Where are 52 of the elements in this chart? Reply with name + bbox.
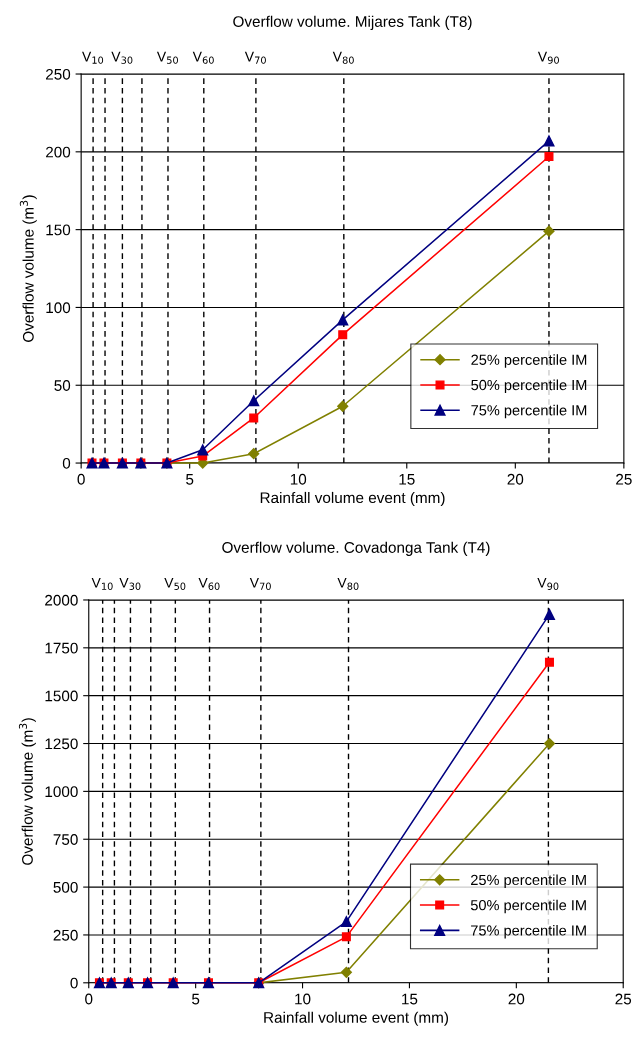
y-tick-label: 100 bbox=[46, 302, 71, 314]
x-tick-label: 0 bbox=[85, 993, 93, 1005]
legend-label: 50% percentile IM bbox=[471, 379, 587, 394]
y-tick-label: 500 bbox=[53, 881, 78, 893]
y-tick-label: 1000 bbox=[45, 786, 78, 798]
ref-line-label: V$_{70}$ bbox=[249, 577, 271, 590]
ref-line-label: V$_{60}$ bbox=[198, 577, 220, 590]
y-axis-title: Overflow volume (m$^{3}$) bbox=[18, 718, 36, 865]
legend-label: 25% percentile IM bbox=[471, 354, 587, 368]
legend-label: 75% percentile IM bbox=[471, 404, 587, 419]
legend-label: 75% percentile IM bbox=[471, 924, 586, 939]
ref-line-label: V$_{90}$ bbox=[537, 51, 559, 64]
ref-line-label: V$_{80}$ bbox=[337, 577, 359, 590]
ref-line-label: V$_{30}$ bbox=[111, 51, 133, 64]
y-tick-label: 0 bbox=[62, 457, 71, 469]
y-tick-label: 1250 bbox=[45, 738, 78, 750]
y-tick-label: 2000 bbox=[45, 594, 78, 606]
ref-line-label: V$_{30}$ bbox=[119, 577, 141, 590]
x-axis-title: Rainfall volume event (mm) bbox=[264, 1011, 449, 1026]
x-tick-label: 5 bbox=[186, 474, 194, 485]
x-tick-label: 25 bbox=[616, 473, 632, 485]
y-tick-label: 200 bbox=[46, 146, 71, 158]
legend-label: 25% percentile IM bbox=[471, 874, 586, 888]
y-axis-title: Overflow volume (m$^{3}$) bbox=[19, 195, 37, 342]
y-tick-label: 750 bbox=[53, 834, 78, 845]
chart-title: Overflow volume. Covadonga Tank (T4) bbox=[222, 541, 490, 556]
y-tick-label: 50 bbox=[54, 380, 71, 391]
x-tick-label: 15 bbox=[402, 993, 418, 1005]
x-tick-label: 10 bbox=[290, 473, 307, 485]
y-tick-label: 0 bbox=[70, 977, 78, 989]
y-tick-label: 150 bbox=[46, 224, 71, 236]
y-tick-label: 1500 bbox=[45, 690, 78, 702]
x-tick-label: 10 bbox=[295, 993, 311, 1005]
y-tick-label: 250 bbox=[46, 68, 71, 80]
ref-line-label: V$_{70}$ bbox=[244, 51, 266, 64]
y-tick-label: 1750 bbox=[45, 642, 78, 654]
x-tick-label: 25 bbox=[615, 993, 632, 1005]
ref-line-label: V$_{80}$ bbox=[332, 51, 354, 64]
x-tick-label: 20 bbox=[507, 473, 524, 485]
ref-line-label: V$_{50}$ bbox=[156, 51, 178, 64]
ref-line-label: V$_{10}$ bbox=[91, 577, 113, 590]
x-tick-label: 15 bbox=[399, 474, 415, 485]
x-tick-label: 5 bbox=[192, 993, 200, 1005]
x-tick-label: 20 bbox=[508, 993, 525, 1005]
ref-line-label: V$_{60}$ bbox=[192, 51, 214, 64]
ref-line-label: V$_{10}$ bbox=[82, 51, 104, 64]
legend-label: 50% percentile IM bbox=[470, 899, 586, 914]
x-axis-title: Rainfall volume event (mm) bbox=[260, 491, 445, 507]
ref-line-label: V$_{90}$ bbox=[537, 577, 559, 590]
chart-title: Overflow volume. Mijares Tank (T8) bbox=[233, 15, 472, 30]
y-tick-label: 250 bbox=[53, 929, 78, 941]
ref-line-label: V$_{50}$ bbox=[164, 577, 186, 590]
